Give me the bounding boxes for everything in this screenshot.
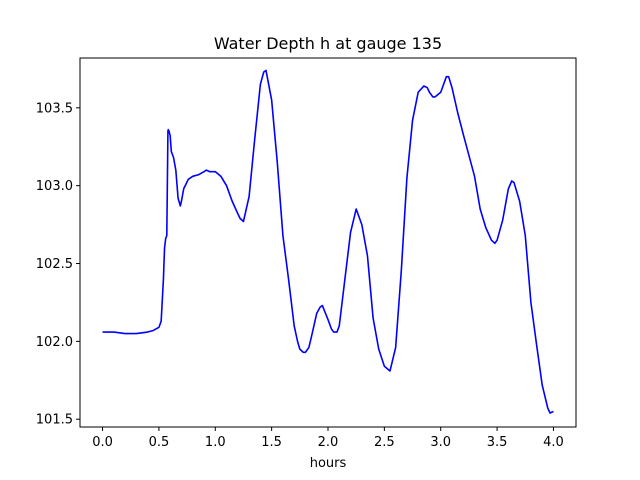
x-axis: 0.0 0.5 1.0 1.5 2.0 2.5 3.0 3.5 4.0: [92, 427, 564, 450]
plot-area: [102, 69, 554, 414]
y-axis: 101.5 102.0 102.5 103.0 103.5: [36, 101, 80, 428]
x-tick-label: 0.5: [149, 435, 170, 450]
y-tick-label: 103.5: [36, 101, 73, 116]
x-tick-label: 1.0: [205, 435, 226, 450]
x-tick-label: 2.0: [318, 435, 339, 450]
x-tick-label: 3.0: [430, 435, 451, 450]
series-line-0: [102, 69, 554, 414]
x-tick-label: 3.5: [487, 435, 508, 450]
x-tick-label: 4.0: [543, 435, 564, 450]
x-tick-label: 0.0: [92, 435, 113, 450]
x-tick-label: 2.5: [374, 435, 395, 450]
y-tick-label: 102.0: [36, 335, 73, 350]
y-tick-label: 102.5: [36, 257, 73, 272]
x-axis-label: hours: [310, 456, 347, 471]
x-tick-label: 1.5: [261, 435, 282, 450]
y-tick-label: 103.0: [36, 179, 73, 194]
chart-title: Water Depth h at gauge 135: [214, 34, 442, 53]
y-tick-label: 101.5: [36, 413, 73, 428]
